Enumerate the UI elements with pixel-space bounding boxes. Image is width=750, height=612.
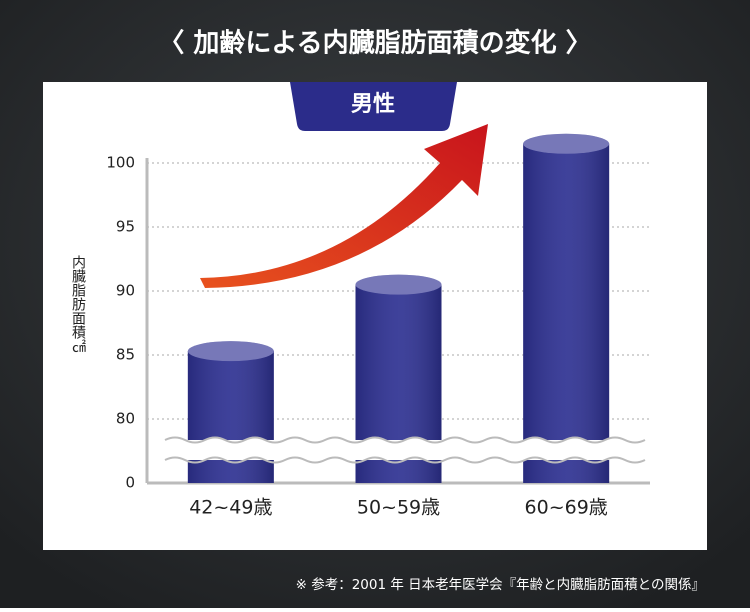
bar-top-highlight — [355, 274, 442, 295]
x-tick-label: 60~69歳 — [525, 497, 608, 519]
axis-break-fill — [165, 440, 635, 460]
y-tick-label: 95 — [116, 218, 135, 236]
bar-top-highlight — [187, 341, 274, 362]
bar-top-highlight — [523, 133, 610, 154]
subtitle: 男性 — [351, 92, 395, 117]
tab — [290, 82, 457, 131]
y-tick-label: 90 — [116, 282, 135, 300]
y-axis-label: 内臓脂肪面積㎠ — [70, 255, 86, 353]
bar-top — [187, 341, 274, 362]
bar-top — [523, 133, 610, 154]
y-tick-label: 0 — [125, 474, 135, 492]
y-tick-label: 80 — [116, 410, 135, 428]
y-tick-label: 85 — [116, 346, 135, 364]
bar-shade — [523, 143, 610, 484]
x-tick-label: 50~59歳 — [357, 497, 440, 519]
bar-top — [355, 274, 442, 295]
title: 〈 加齢による内臓脂肪面積の変化 〉 — [158, 28, 591, 59]
x-tick-label: 42~49歳 — [189, 497, 272, 519]
y-tick-label: 100 — [106, 154, 135, 172]
axis-break-line — [164, 456, 646, 464]
axis-break-line — [164, 436, 646, 444]
trend-arrow — [200, 124, 488, 288]
bar-shade — [187, 351, 274, 483]
plot: 0 80 85 90 95 100 42~49歳 50~59歳 60~69歳 — [106, 133, 650, 519]
note: ※ 参考：2001 年 日本老年医学会『年齢と内臓脂肪面積との関係』 — [296, 576, 705, 593]
